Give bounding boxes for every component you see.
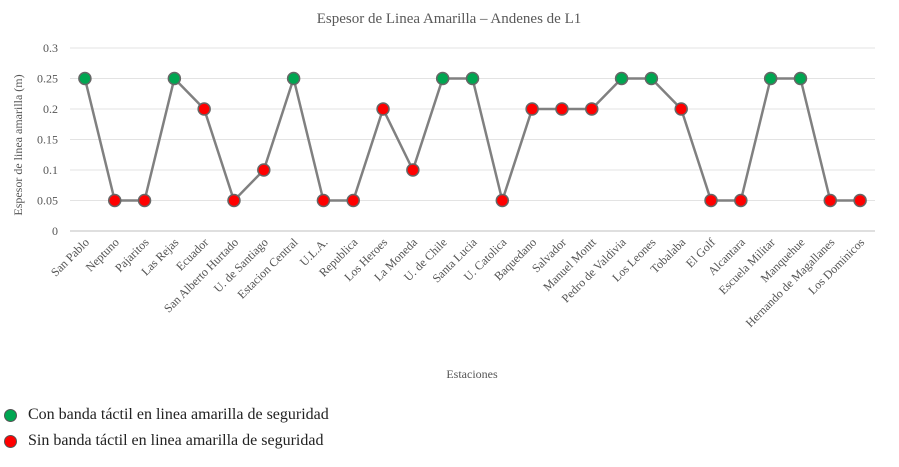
y-axis-ticks: 0 0.05 0.1 0.15 0.2 0.25 0.3 [37,41,58,238]
data-point [435,71,450,86]
data-point [257,163,271,177]
x-axis-label: Estaciones [446,367,498,381]
legend-green-dot-icon [4,408,17,422]
legend-label-with-band: Con banda táctil en linea amarilla de se… [28,406,329,423]
data-point [495,193,510,208]
chart-title: Espesor de Linea Amarilla – Andenes de L… [317,11,582,27]
data-point [734,193,748,208]
y-tick-label: 0 [52,224,58,238]
y-tick-label: 0.05 [37,194,58,208]
legend: Con banda táctil en linea amarilla de se… [4,402,329,454]
data-point [376,102,390,116]
data-point [555,102,569,116]
data-point [674,102,688,116]
data-point [286,71,301,86]
data-point [197,102,211,116]
data-point [704,193,718,208]
x-tick-label: San Pablo [48,235,92,279]
data-point [853,193,867,208]
data-point [465,71,480,86]
data-point [406,163,420,177]
legend-red-dot-icon [4,434,17,448]
y-tick-label: 0.25 [37,72,58,86]
data-point [525,102,539,116]
data-point [227,193,241,208]
data-point [78,71,92,86]
line-chart: Espesor de Linea Amarilla – Andenes de L… [11,11,875,381]
y-tick-label: 0.2 [43,102,58,116]
y-axis-label: Espesor de linea amarilla (m) [11,74,25,215]
data-point [316,193,331,208]
legend-label-without-band: Sin banda táctil en linea amarilla de se… [28,432,324,449]
data-point [644,71,659,86]
data-point [793,71,808,86]
data-point [107,193,122,208]
data-point [763,71,778,86]
data-point [614,71,629,86]
data-points [78,71,867,208]
legend-item-without-band: Sin banda táctil en linea amarilla de se… [4,428,329,454]
y-tick-label: 0.1 [43,163,58,177]
y-tick-label: 0.15 [37,133,58,147]
data-point [823,193,838,208]
data-point [137,193,152,208]
y-tick-label: 0.3 [43,41,58,55]
data-point [346,193,360,208]
data-point [585,102,599,116]
legend-item-with-band: Con banda táctil en linea amarilla de se… [4,402,329,428]
data-point [167,71,182,86]
